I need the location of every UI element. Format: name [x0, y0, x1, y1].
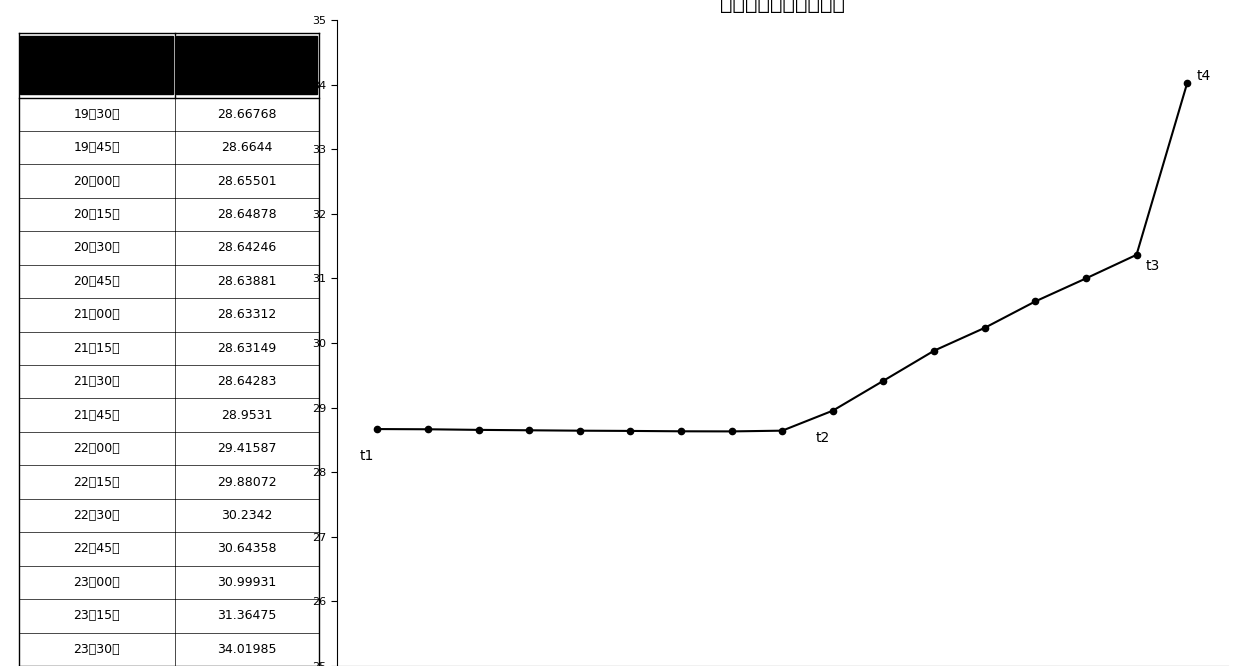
Title: 仪器内部温度变化曲线: 仪器内部温度变化曲线	[719, 0, 844, 13]
Text: 20时00分: 20时00分	[73, 174, 120, 188]
Text: 22时30分: 22时30分	[73, 509, 120, 522]
Text: 30.2342: 30.2342	[221, 509, 273, 522]
Text: 28.64283: 28.64283	[217, 375, 277, 388]
Text: 30.99931: 30.99931	[217, 576, 277, 589]
Text: 23时15分: 23时15分	[73, 609, 120, 622]
Text: 28.65501: 28.65501	[217, 174, 277, 188]
Text: t3: t3	[1146, 260, 1159, 274]
FancyBboxPatch shape	[176, 36, 317, 95]
Text: t2: t2	[815, 431, 830, 445]
Text: 19时30分: 19时30分	[73, 108, 120, 121]
Text: 28.63881: 28.63881	[217, 275, 277, 288]
Text: 19时45分: 19时45分	[73, 141, 120, 154]
Text: 28.66768: 28.66768	[217, 108, 277, 121]
Text: 30.64358: 30.64358	[217, 542, 277, 555]
Text: 34.01985: 34.01985	[217, 643, 277, 656]
Text: 29.41587: 29.41587	[217, 442, 277, 455]
Text: 22时45分: 22时45分	[73, 542, 120, 555]
Text: 22时00分: 22时00分	[73, 442, 120, 455]
Text: 31.36475: 31.36475	[217, 609, 277, 622]
Text: 22时15分: 22时15分	[73, 476, 120, 489]
Text: 28.9531: 28.9531	[221, 409, 273, 422]
FancyBboxPatch shape	[20, 36, 174, 95]
Text: 21时00分: 21时00分	[73, 308, 120, 322]
Text: 28.63312: 28.63312	[217, 308, 277, 322]
Text: 28.6644: 28.6644	[221, 141, 273, 154]
Text: 21时15分: 21时15分	[73, 342, 120, 355]
Text: t4: t4	[1197, 69, 1210, 83]
Text: 28.64878: 28.64878	[217, 208, 277, 221]
Text: 28.63149: 28.63149	[217, 342, 277, 355]
Text: 23时30分: 23时30分	[73, 643, 120, 656]
Text: 20时15分: 20时15分	[73, 208, 120, 221]
Text: 29.88072: 29.88072	[217, 476, 277, 489]
Text: t1: t1	[360, 449, 374, 463]
Text: 23时00分: 23时00分	[73, 576, 120, 589]
Text: 28.64246: 28.64246	[217, 242, 277, 254]
Text: 21时45分: 21时45分	[73, 409, 120, 422]
Text: 20时30分: 20时30分	[73, 242, 120, 254]
Text: 21时30分: 21时30分	[73, 375, 120, 388]
Text: 20时45分: 20时45分	[73, 275, 120, 288]
